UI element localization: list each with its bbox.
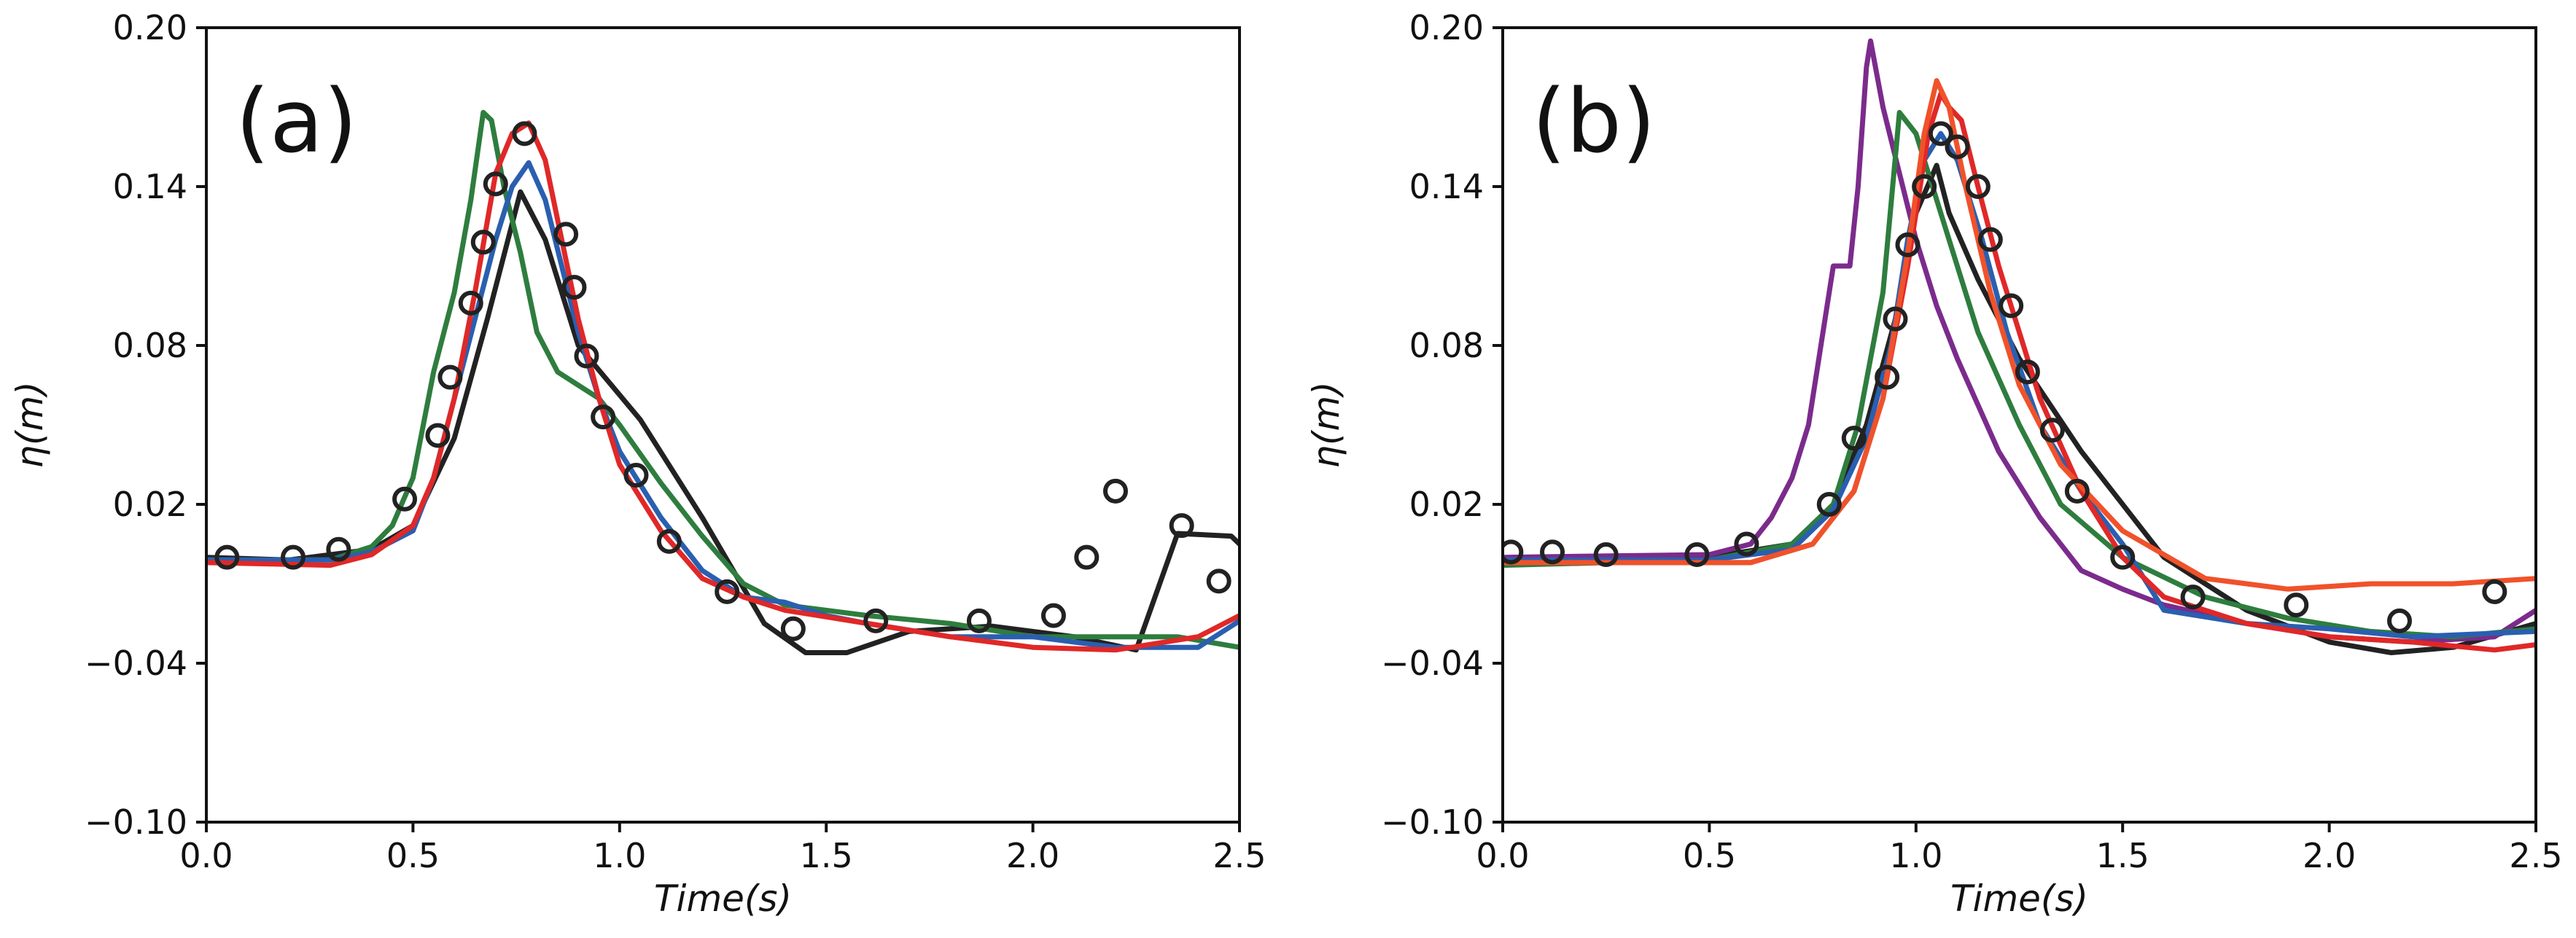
- measured-point: [483, 171, 508, 197]
- measured-point: [1540, 539, 1565, 565]
- measured-point: [2015, 359, 2040, 385]
- series-line-purple: [1503, 38, 2536, 645]
- measured-point: [512, 121, 537, 146]
- measured-point: [2386, 608, 2412, 633]
- measured-point: [1074, 544, 1100, 570]
- measured-point: [591, 404, 616, 430]
- measured-point: [1875, 364, 1900, 390]
- measured-point: [656, 528, 682, 554]
- y-tick-label: 0.08: [1409, 326, 1484, 365]
- measured-point: [425, 423, 451, 448]
- x-tick-label: 2.5: [2509, 836, 2562, 875]
- y-tick-label: −0.10: [85, 802, 187, 842]
- measured-point: [470, 230, 496, 255]
- x-tick-label: 2.0: [1006, 836, 1059, 875]
- y-tick-label: −0.04: [85, 644, 187, 683]
- series-line-green: [206, 109, 1240, 650]
- x-tick-label: 1.5: [2096, 836, 2149, 875]
- measured-point: [1206, 568, 1231, 594]
- measured-point: [1169, 513, 1194, 539]
- measured-point: [1684, 542, 1710, 568]
- measured-point: [1945, 134, 1970, 160]
- measured-point: [863, 608, 889, 633]
- plot-area: [206, 109, 1240, 655]
- x-tick-label: 0.0: [179, 836, 233, 875]
- axes-frame: [1501, 26, 2537, 824]
- x-tick-label: 0.5: [386, 836, 440, 875]
- x-tick-label: 0.5: [1683, 836, 1736, 875]
- x-tick-label: 0.0: [1476, 836, 1529, 875]
- series-line-red: [206, 120, 1240, 653]
- measured-point: [392, 486, 418, 512]
- measured-point: [715, 579, 740, 604]
- panel-label: (b): [1532, 71, 1656, 173]
- measured-point: [2039, 418, 2065, 443]
- y-tick-label: 0.14: [1409, 167, 1484, 206]
- measured-point: [623, 463, 649, 488]
- measured-point: [1912, 174, 1937, 199]
- measured-point: [326, 536, 351, 562]
- y-tick-label: 0.20: [1409, 8, 1484, 47]
- axes-frame: [205, 26, 1241, 824]
- measured-point: [561, 275, 587, 300]
- measured-point: [2284, 593, 2309, 618]
- panel-b: 0.0 0.5 1.0 1.5 2.0 2.5 −0.10 −0.04 0.02 0.08 0.14…: [1305, 8, 2563, 920]
- x-tick-label: 2.0: [2303, 836, 2356, 875]
- measured-point: [553, 222, 579, 247]
- x-axis-label: Time(s): [654, 878, 792, 920]
- measured-point: [1734, 531, 1759, 557]
- measured-point: [1841, 426, 1867, 451]
- measured-point: [2064, 478, 2090, 504]
- measured-point: [1928, 121, 1953, 146]
- measured-point: [1883, 306, 1908, 332]
- measured-point: [966, 608, 992, 633]
- measured-point: [1977, 227, 2003, 252]
- series-line-orange: [1503, 78, 2536, 592]
- measured-point: [1965, 174, 1991, 199]
- measured-point: [1816, 492, 1842, 517]
- y-axis-label: η(m): [1305, 381, 1347, 468]
- panel-label: (a): [236, 71, 357, 173]
- panel-a: 0.0 0.5 1.0 1.5 2.0 2.5 −0.10 −0.04 0.02 0.08 0.14…: [9, 8, 1266, 920]
- plot-area: [1503, 38, 2536, 655]
- measured-point: [2180, 585, 2206, 610]
- y-tick-label: 0.02: [113, 485, 187, 524]
- x-axis-label: Time(s): [1950, 878, 2088, 920]
- series-line-blue: [206, 160, 1240, 650]
- measured-point: [2482, 579, 2507, 604]
- x-tick-label: 1.0: [1889, 836, 1942, 875]
- y-axis-label: η(m): [9, 381, 51, 468]
- measured-point: [574, 343, 599, 369]
- measured-point: [281, 544, 306, 570]
- measured-point: [1895, 232, 1921, 257]
- x-tick-label: 2.5: [1213, 836, 1266, 875]
- measured-point: [214, 544, 240, 570]
- measured-point: [458, 290, 483, 316]
- measured-point: [780, 616, 806, 641]
- y-tick-label: 0.08: [113, 326, 187, 365]
- y-tick-label: −0.04: [1381, 644, 1484, 683]
- y-tick-label: −0.10: [1381, 802, 1484, 842]
- measured-point: [437, 364, 463, 390]
- measured-point: [2110, 544, 2136, 570]
- x-tick-label: 1.0: [593, 836, 646, 875]
- measured-point: [1999, 293, 2024, 318]
- measured-point: [1593, 542, 1619, 568]
- y-tick-label: 0.14: [113, 167, 187, 206]
- y-tick-label: 0.20: [113, 8, 187, 47]
- measured-point: [1040, 603, 1066, 628]
- series-line-black: [1503, 163, 2536, 655]
- measured-point: [1503, 539, 1524, 565]
- x-tick-label: 1.5: [800, 836, 853, 875]
- measured-point: [1102, 478, 1128, 504]
- y-tick-label: 0.02: [1409, 485, 1484, 524]
